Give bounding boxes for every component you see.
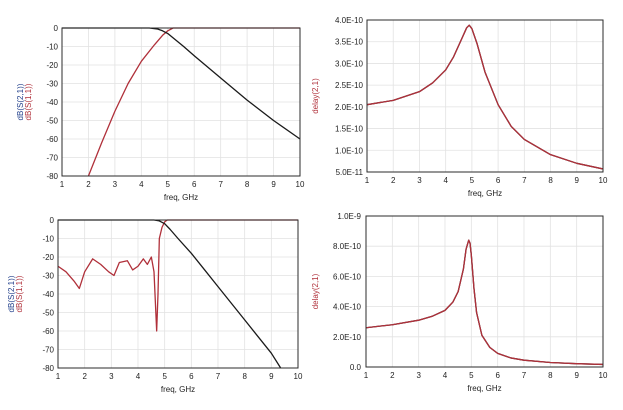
x-tick-label: 1: [364, 371, 369, 380]
y-tick-label: -60: [46, 135, 58, 144]
plot-area: [367, 20, 603, 172]
y-tick-label: -80: [46, 172, 58, 181]
y-tick-label: 0.0: [350, 363, 362, 372]
x-tick-label: 2: [82, 372, 87, 381]
y-tick-label: 1.0E-10: [335, 146, 364, 155]
y-tick-label: -70: [42, 346, 54, 355]
series-trace-2: [366, 239, 603, 366]
y-tick-label: 4.0E-10: [335, 16, 364, 25]
y-tick-label: 3.5E-10: [335, 38, 364, 47]
plot-bottom-right-group-delay: 1 2 3 4 5 6 7 8 9 10 1.0E-9 8.0E-10 6.0E-10 4.0E-10 2.…: [311, 212, 608, 393]
y-tick-label: -80: [42, 364, 54, 373]
y-tick-label: -70: [46, 154, 58, 163]
y-axis-label: dB(S(2,1)): [16, 83, 25, 120]
x-tick-label: 1: [56, 372, 61, 381]
y-tick-label: -50: [46, 117, 58, 126]
y-tick-label: 6.0E-10: [333, 272, 362, 281]
x-tick-label: 7: [522, 371, 527, 380]
y-tick-label: -10: [46, 43, 58, 52]
y-tick-label: 5.0E-11: [336, 168, 364, 177]
x-tick-label: 2: [390, 371, 395, 380]
x-tick-label: 4: [443, 176, 448, 185]
plot-area: [366, 216, 603, 367]
x-tick-label: 8: [242, 372, 247, 381]
x-tick-label: 8: [548, 371, 553, 380]
x-tick-label: 6: [192, 180, 197, 189]
y-axis-label: delay(2,1): [311, 78, 320, 114]
x-tick-label: 10: [294, 372, 303, 381]
series-trace-2: [367, 24, 603, 170]
y-tick-label: 0: [54, 24, 59, 33]
y-tick-label: -20: [42, 253, 54, 262]
y-tick-label: 2.0E-10: [335, 103, 364, 112]
y-tick-label: -40: [46, 98, 58, 107]
x-tick-label: 8: [548, 176, 553, 185]
y-tick-label: -60: [42, 327, 54, 336]
y-tick-label: 0: [50, 216, 55, 225]
x-axis-label: freq, GHz: [467, 384, 501, 393]
x-tick-label: 4: [443, 371, 448, 380]
x-tick-label: 4: [136, 372, 141, 381]
x-tick-label: 9: [574, 371, 579, 380]
x-tick-label: 7: [522, 176, 527, 185]
x-tick-label: 4: [139, 180, 144, 189]
y-tick-label: -10: [42, 235, 54, 244]
x-axis-label: freq, GHz: [161, 385, 195, 394]
x-tick-label: 2: [391, 176, 396, 185]
plot-top-left-s-parameters: 1 2 3 4 5 6 7 8 9 10 0 -10 -20 -30 -40 -50 -60 -70 -80 freq…: [16, 24, 305, 202]
y-tick-label: 4.0E-10: [333, 303, 362, 312]
y-tick-label: -50: [42, 309, 54, 318]
plot-frame: [57, 219, 299, 369]
x-tick-label: 10: [599, 371, 608, 380]
plot-frame: [365, 215, 604, 368]
y-tick-label: -40: [42, 290, 54, 299]
x-tick-label: 5: [166, 180, 171, 189]
y-tick-label: -30: [46, 80, 58, 89]
x-tick-label: 5: [470, 176, 475, 185]
y-tick-label: -20: [46, 61, 58, 70]
x-tick-label: 3: [416, 371, 421, 380]
y-axis-label: dB(S(1,1)): [15, 275, 24, 312]
x-tick-label: 6: [496, 176, 501, 185]
y-tick-label: 2.5E-10: [335, 81, 364, 90]
x-tick-label: 9: [269, 372, 274, 381]
x-tick-label: 1: [60, 180, 65, 189]
x-tick-label: 9: [575, 176, 580, 185]
x-axis-label: freq, GHz: [468, 189, 502, 198]
y-tick-label: 2.0E-10: [333, 333, 362, 342]
x-tick-label: 10: [599, 176, 608, 185]
x-tick-label: 3: [113, 180, 118, 189]
y-tick-label: 3.0E-10: [335, 59, 364, 68]
x-tick-label: 8: [245, 180, 250, 189]
x-tick-label: 7: [216, 372, 221, 381]
plot-frame: [61, 27, 301, 177]
x-tick-label: 10: [296, 180, 305, 189]
y-axis-label: delay(2,1): [311, 273, 320, 309]
x-tick-label: 9: [271, 180, 276, 189]
plot-frame: [366, 19, 604, 173]
x-tick-label: 3: [109, 372, 114, 381]
x-tick-label: 5: [162, 372, 167, 381]
y-tick-label: 1.5E-10: [335, 125, 364, 134]
y-axis-label: dB(S(1,1)): [24, 83, 33, 120]
x-tick-label: 2: [86, 180, 91, 189]
y-axis-label: dB(S(2,1)): [7, 275, 16, 312]
x-tick-label: 1: [365, 176, 370, 185]
x-tick-label: 5: [469, 371, 474, 380]
y-tick-label: 8.0E-10: [333, 242, 362, 251]
plot-top-right-group-delay: 1 2 3 4 5 6 7 8 9 10 4.0E-10 3.5E-10 3.0E-10 2.5E-10 2…: [311, 16, 608, 198]
y-tick-label: 1.0E-9: [337, 212, 361, 221]
x-tick-label: 6: [189, 372, 194, 381]
x-tick-label: 7: [218, 180, 223, 189]
x-axis-label: freq, GHz: [164, 193, 198, 202]
y-tick-label: -30: [42, 272, 54, 281]
x-tick-label: 3: [417, 176, 422, 185]
x-tick-label: 6: [495, 371, 500, 380]
plot-bottom-left-s-parameters: 1 2 3 4 5 6 7 8 9 10 0 -10 -20 -30 -40 -50 -60 -70 -80 freq…: [7, 216, 303, 394]
